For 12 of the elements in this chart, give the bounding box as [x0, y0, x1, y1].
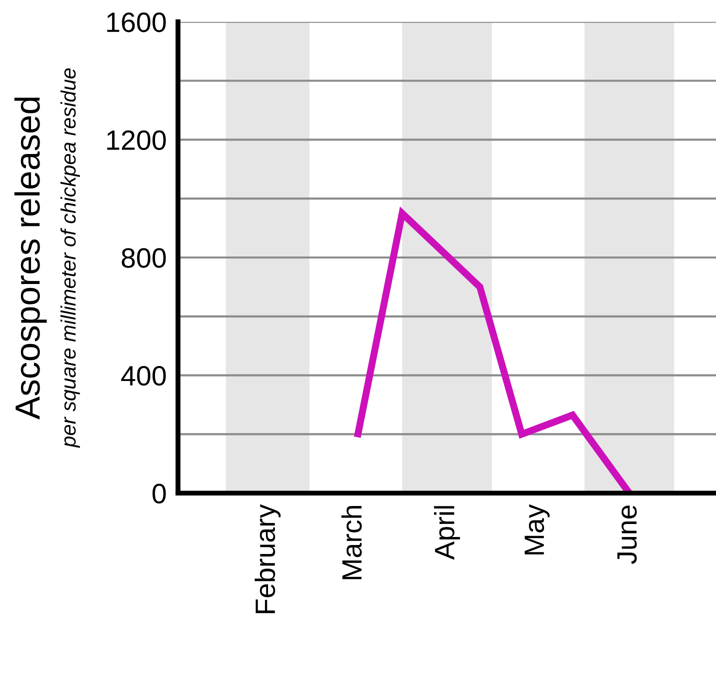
y-tick-label: 1600: [107, 12, 166, 32]
y-tick-label: 400: [121, 366, 166, 386]
x-tick-label: May: [524, 504, 550, 554]
y-tick-label: 1200: [107, 130, 166, 150]
x-tick-label: April: [434, 506, 460, 560]
text: per square millimeter of chickpea residue: [60, 68, 80, 448]
x-tick-label: June: [617, 505, 637, 564]
x-tick-label: February: [254, 504, 281, 614]
y-tick-label: 800: [122, 248, 166, 268]
y-axis-title: Ascospores released: [14, 98, 47, 420]
x-tick-label: March: [341, 506, 362, 580]
y-tick-label: 0: [152, 484, 166, 504]
